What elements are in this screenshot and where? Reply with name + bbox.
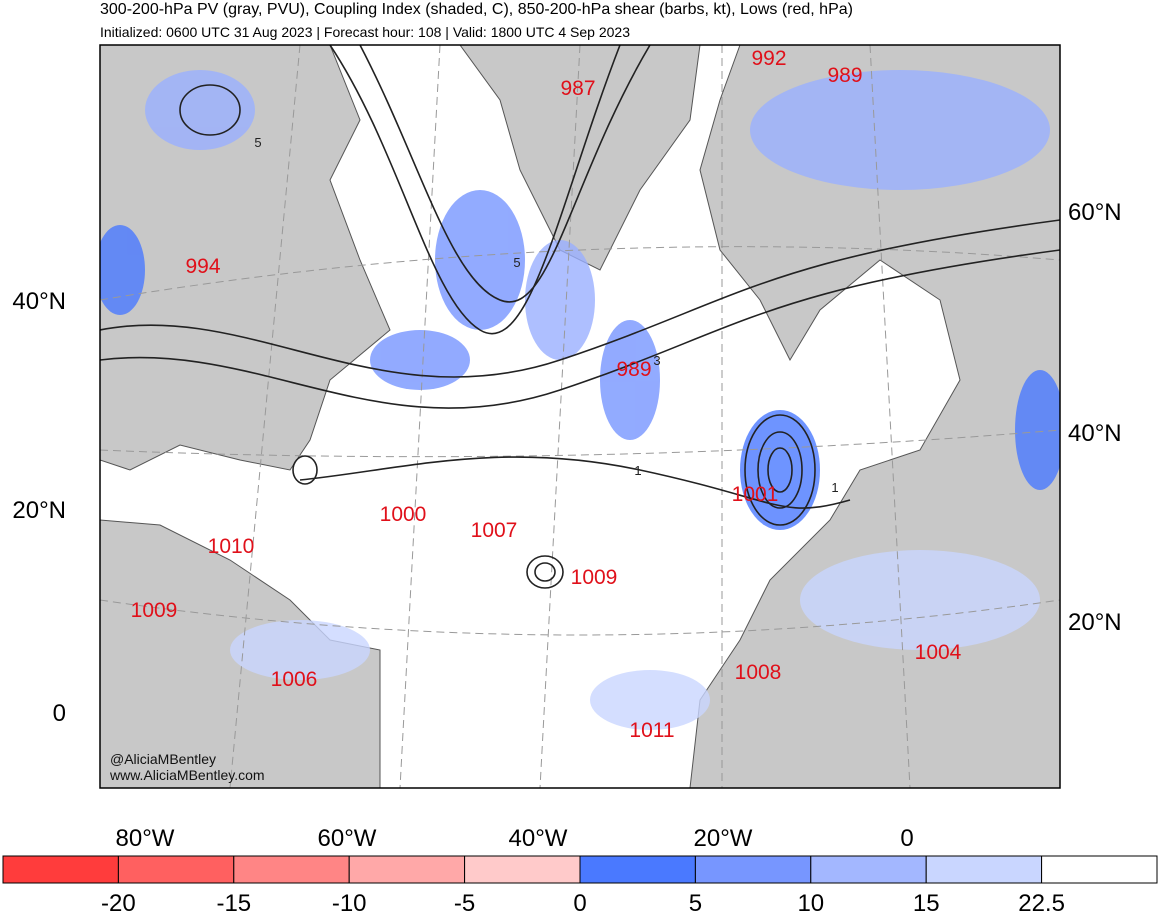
lon-label: 60°W xyxy=(318,825,377,852)
low-label: 1010 xyxy=(208,535,255,558)
colorbar-box xyxy=(117,855,235,884)
low-label: 1000 xyxy=(380,503,427,526)
colorbar-label: 10 xyxy=(797,890,824,912)
lat-label: 0 xyxy=(53,700,66,727)
colorbar-label: -20 xyxy=(101,890,136,912)
colorbar-box xyxy=(925,855,1043,884)
low-label: 1008 xyxy=(735,661,782,684)
colorbar-box xyxy=(348,855,466,884)
lon-label: 20°W xyxy=(694,825,753,852)
low-label: 1004 xyxy=(915,641,962,664)
colorbar-label: -15 xyxy=(216,890,251,912)
lon-label: 80°W xyxy=(116,825,175,852)
lat-label: 20°N xyxy=(12,497,66,524)
colorbar-label: 0 xyxy=(573,890,586,912)
low-label: 989 xyxy=(616,358,651,381)
low-label: 1006 xyxy=(271,668,318,691)
contour-label: 5 xyxy=(513,255,520,270)
lon-label: 40°W xyxy=(509,825,568,852)
colorbar-label: -5 xyxy=(454,890,475,912)
graticule xyxy=(100,45,1060,788)
low-label: 989 xyxy=(827,64,862,87)
shading xyxy=(100,70,1060,730)
low-label: 994 xyxy=(185,255,220,278)
low-label: 1007 xyxy=(471,519,518,542)
credit: @AliciaMBentley xyxy=(110,751,216,767)
low-label: 1011 xyxy=(629,719,674,742)
colorbar-box xyxy=(579,855,696,884)
contour-label: 1 xyxy=(634,463,641,478)
colorbar-label: -10 xyxy=(332,890,367,912)
colorbar-box xyxy=(1041,855,1158,884)
colorbar-label: 15 xyxy=(913,890,940,912)
lat-label: 20°N xyxy=(1068,609,1122,636)
low-label: 987 xyxy=(560,77,595,100)
lat-label: 60°N xyxy=(1068,199,1122,226)
colorbar-box xyxy=(233,855,350,884)
low-label: 1009 xyxy=(131,599,178,622)
title: 300-200-hPa PV (gray, PVU), Coupling Ind… xyxy=(100,1,853,18)
credit: www.AliciaMBentley.com xyxy=(109,767,265,783)
map xyxy=(100,45,1060,788)
map-frame xyxy=(99,44,1061,789)
contour-label: 5 xyxy=(254,135,261,150)
lon-label: 0 xyxy=(900,825,913,852)
colorbar-label: 5 xyxy=(689,890,702,912)
lat-label: 40°N xyxy=(12,288,66,315)
colorbar-box xyxy=(694,855,812,884)
subtitle: Initialized: 0600 UTC 31 Aug 2023 | Fore… xyxy=(100,24,630,40)
colorbar-box xyxy=(810,855,927,884)
colorbar-box xyxy=(464,855,581,884)
contour-label: 3 xyxy=(653,353,660,368)
low-label: 1009 xyxy=(571,566,618,589)
colorbar-label: 22.5 xyxy=(1018,890,1065,912)
low-label: 1001 xyxy=(732,483,779,506)
low-label: 992 xyxy=(751,47,786,70)
lat-label: 40°N xyxy=(1068,420,1122,447)
contour-label: 1 xyxy=(831,480,838,495)
contours xyxy=(100,45,1060,589)
colorbar-box xyxy=(2,855,119,884)
